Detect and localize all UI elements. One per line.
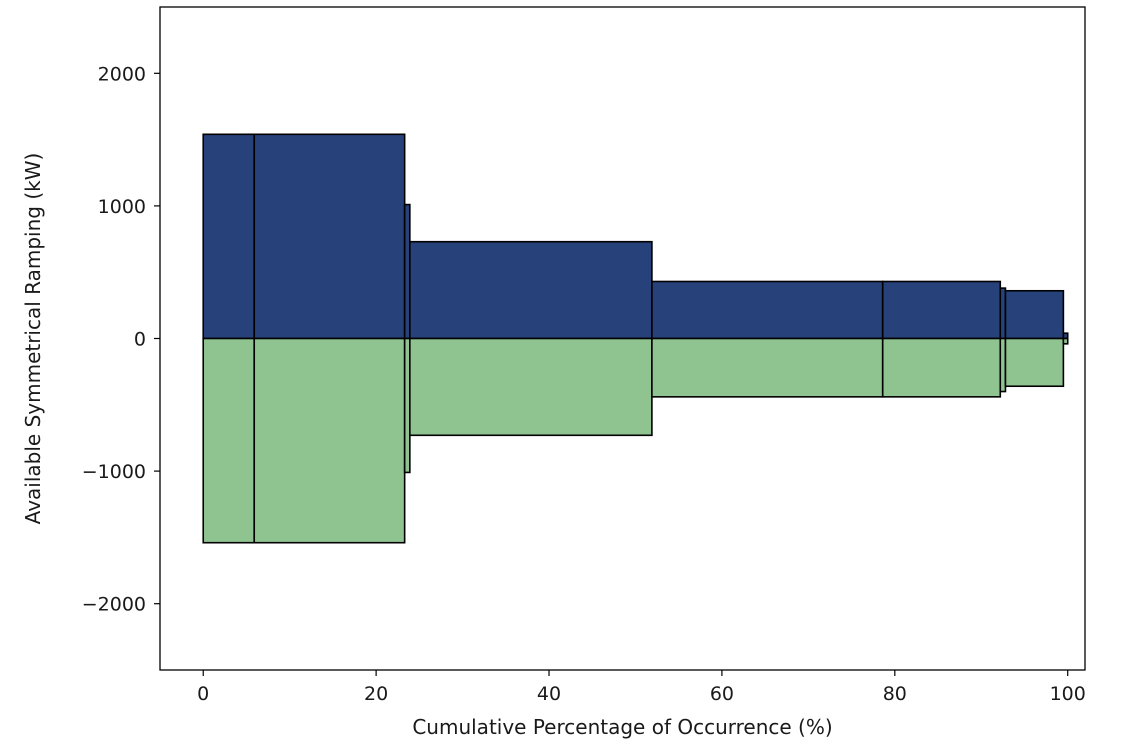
y-tick-label: −1000 [82, 461, 146, 483]
bar-up-1 [253, 133, 406, 340]
x-tick-label: 0 [197, 683, 209, 705]
bar-down-3 [409, 337, 653, 437]
bar-up-5 [881, 280, 1002, 340]
bars-layer [202, 133, 1069, 544]
x-tick-label: 100 [1050, 683, 1086, 705]
bar-up-4 [651, 280, 884, 340]
y-tick-label: −2000 [82, 594, 146, 616]
bar-up-3 [409, 240, 653, 340]
y-tick-label: 0 [134, 329, 146, 351]
x-tick-label: 60 [710, 683, 734, 705]
x-tick-label: 80 [883, 683, 907, 705]
y-axis-ticks: −2000 −1000 0 1000 2000 [82, 63, 160, 616]
bar-up-0 [202, 133, 256, 340]
x-axis-label: Cumulative Percentage of Occurrence (%) [412, 715, 832, 739]
bar-down-7 [1004, 337, 1065, 388]
y-axis-label: Available Symmetrical Ramping (kW) [21, 153, 45, 525]
x-tick-label: 20 [364, 683, 388, 705]
bar-down-5 [881, 337, 1002, 398]
bar-down-8 [1062, 337, 1069, 345]
x-tick-label: 40 [537, 683, 561, 705]
bar-up-7 [1004, 289, 1065, 340]
y-tick-label: 1000 [98, 196, 146, 218]
bar-down-1 [253, 337, 406, 544]
bar-down-0 [202, 337, 256, 544]
y-tick-label: 2000 [98, 63, 146, 85]
x-axis-ticks: 0 20 40 60 80 100 [197, 670, 1086, 705]
bar-down-4 [651, 337, 884, 398]
